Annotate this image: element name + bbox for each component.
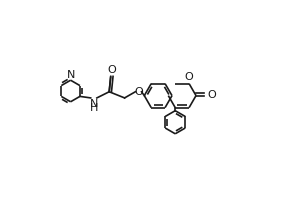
Text: O: O [185,72,194,82]
Text: N: N [90,99,98,109]
Text: O: O [134,87,143,97]
Text: H: H [90,103,98,113]
Text: O: O [107,65,116,75]
Text: N: N [66,70,75,80]
Text: O: O [208,90,216,100]
